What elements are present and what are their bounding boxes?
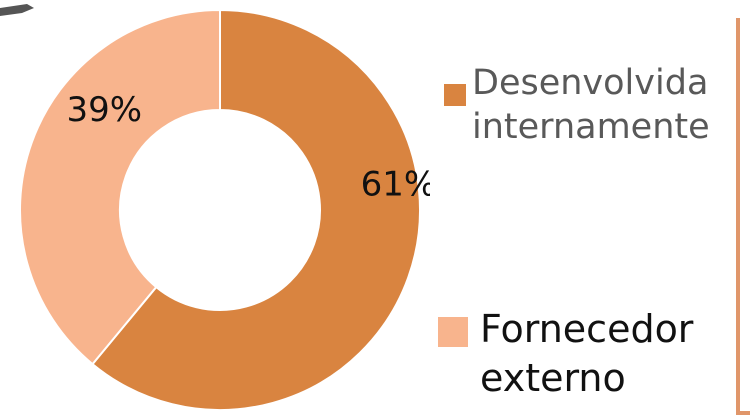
legend-label: Fornecedor externo (480, 305, 693, 402)
legend-label-line: Desenvolvida (472, 63, 709, 103)
data-labels: 61% 39% (67, 90, 430, 204)
legend-swatch (438, 317, 468, 347)
legend-item-desenvolvida-internamente: Desenvolvida internamente (444, 62, 710, 150)
legend-label: Desenvolvida internamente (472, 62, 710, 150)
legend-label-line: internamente (472, 106, 710, 147)
legend-label-line: externo (480, 355, 626, 400)
arrow-decoration-icon (0, 4, 34, 16)
donut-slice-0 (91, 8, 421, 411)
slide-frame-border (736, 18, 750, 415)
data-label-1: 39% (67, 90, 143, 130)
legend-label-line: Fornecedor (480, 307, 694, 351)
donut-slice-1 (19, 8, 221, 366)
donut-slices (19, 8, 421, 411)
data-label-0: 61% (361, 164, 430, 204)
legend-swatch (444, 84, 466, 106)
legend-item-fornecedor-externo: Fornecedor externo (438, 305, 693, 402)
donut-chart: 61% 39% (0, 4, 430, 411)
